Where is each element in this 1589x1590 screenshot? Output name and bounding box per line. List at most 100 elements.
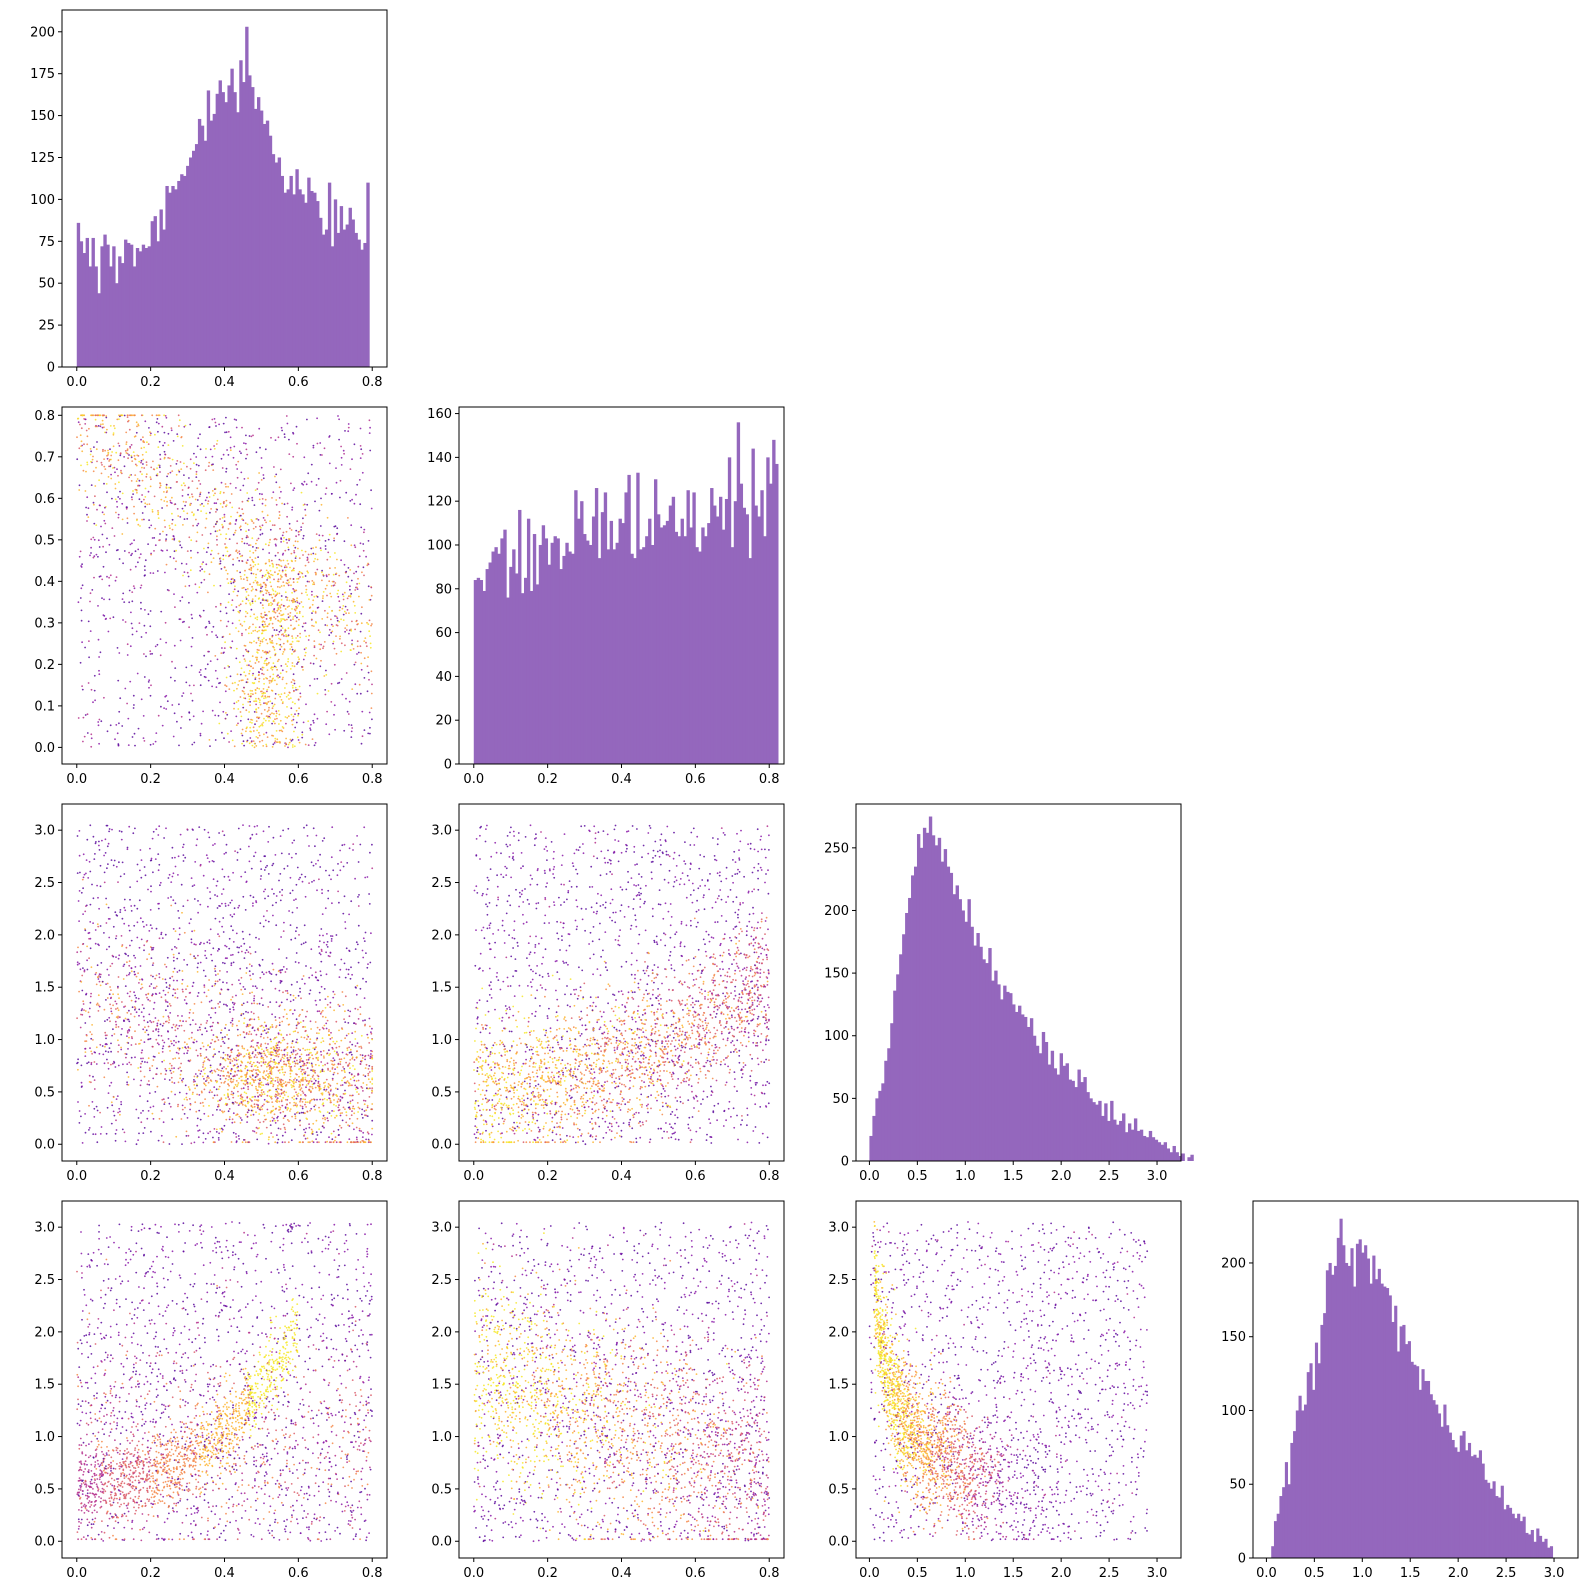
scatter-point — [305, 1029, 307, 1032]
histogram-bar — [147, 246, 152, 367]
scatter-point — [90, 538, 93, 541]
scatter-point — [361, 453, 364, 455]
scatter-point — [103, 598, 105, 601]
scatter-point — [258, 725, 261, 728]
x-tick-label: 0.6 — [288, 375, 309, 390]
x-tick-label: 0.6 — [685, 772, 706, 787]
scatter-point — [300, 943, 303, 946]
scatter-point — [196, 445, 199, 448]
scatter-point — [152, 1030, 155, 1033]
scatter-point — [340, 456, 343, 459]
scatter-point — [339, 479, 342, 482]
scatter-point — [230, 730, 233, 732]
scatter-point — [338, 574, 341, 577]
scatter-point — [204, 676, 207, 679]
scatter-point — [265, 1126, 268, 1129]
scatter-point — [245, 1010, 247, 1013]
scatter-point — [139, 1070, 142, 1073]
scatter-point — [130, 554, 133, 557]
scatter-point — [260, 587, 262, 589]
y-tick-label: 100 — [30, 193, 55, 208]
scatter-point — [301, 549, 303, 552]
scatter-point — [354, 612, 357, 614]
histogram-bar — [662, 525, 667, 764]
scatter-point — [268, 720, 270, 722]
scatter-point — [241, 554, 244, 557]
scatter-point — [94, 495, 96, 498]
scatter-point — [152, 948, 154, 951]
scatter-point — [149, 610, 152, 612]
scatter-point — [266, 625, 269, 628]
scatter-point — [92, 556, 95, 559]
scatter-point — [235, 606, 238, 608]
histogram-bar — [512, 549, 516, 764]
scatter-point — [367, 1132, 370, 1135]
scatter-point — [311, 974, 314, 977]
scatter-point — [254, 489, 257, 491]
histogram-bar — [721, 529, 726, 764]
scatter-point — [330, 878, 332, 881]
scatter-point — [107, 449, 109, 452]
scatter-point — [183, 425, 186, 428]
scatter-point — [109, 724, 112, 727]
scatter-point — [226, 449, 229, 451]
scatter-point — [227, 555, 230, 558]
scatter-point — [369, 1081, 372, 1083]
scatter-point — [181, 1015, 183, 1017]
scatter-point — [223, 1110, 226, 1113]
scatter-point — [237, 1069, 240, 1072]
scatter-point — [127, 419, 130, 422]
scatter-point — [256, 656, 259, 659]
scatter-point — [191, 493, 193, 496]
scatter-point — [83, 735, 86, 738]
scatter-point — [128, 964, 131, 967]
scatter-point — [337, 1106, 340, 1109]
scatter-point — [286, 559, 289, 562]
scatter-point — [182, 482, 185, 485]
scatter-point — [274, 1119, 276, 1122]
scatter-point — [343, 452, 345, 455]
scatter-point — [132, 493, 135, 495]
histogram-bar — [500, 538, 504, 764]
scatter-point — [304, 1049, 307, 1051]
scatter-point — [350, 629, 353, 632]
scatter-point — [276, 1054, 279, 1056]
scatter-point — [351, 1057, 354, 1060]
scatter-point — [251, 600, 254, 603]
scatter-point — [140, 459, 143, 462]
scatter-point — [266, 669, 269, 671]
scatter-point — [287, 616, 290, 619]
scatter-point — [210, 508, 213, 510]
scatter-point — [245, 602, 247, 605]
scatter-point — [284, 687, 286, 689]
scatter-point — [238, 450, 241, 453]
scatter-point — [259, 976, 262, 979]
scatter-point — [255, 711, 258, 714]
scatter-point — [221, 523, 224, 526]
scatter-point — [200, 941, 202, 944]
scatter-point — [315, 834, 318, 837]
scatter-point — [278, 1005, 281, 1008]
scatter-point — [142, 715, 145, 717]
scatter-point — [180, 727, 182, 729]
scatter-point — [216, 544, 219, 546]
scatter-point — [252, 667, 255, 669]
scatter-point — [259, 642, 262, 645]
scatter-point — [133, 1015, 136, 1018]
scatter-point — [331, 492, 333, 495]
scatter-point — [89, 947, 92, 950]
scatter-point — [269, 717, 272, 719]
scatter-point — [78, 890, 81, 892]
scatter-point — [243, 542, 246, 545]
scatter-point — [219, 560, 222, 562]
scatter-point — [325, 943, 328, 946]
scatter-point — [146, 1083, 149, 1086]
scatter-point — [168, 1143, 171, 1145]
scatter-point — [298, 610, 301, 613]
scatter-point — [256, 488, 259, 490]
x-tick-label: 0.4 — [214, 375, 235, 390]
scatter-point — [214, 965, 217, 968]
scatter-point — [205, 551, 208, 553]
scatter-point — [222, 501, 225, 503]
scatter-point — [263, 599, 266, 602]
